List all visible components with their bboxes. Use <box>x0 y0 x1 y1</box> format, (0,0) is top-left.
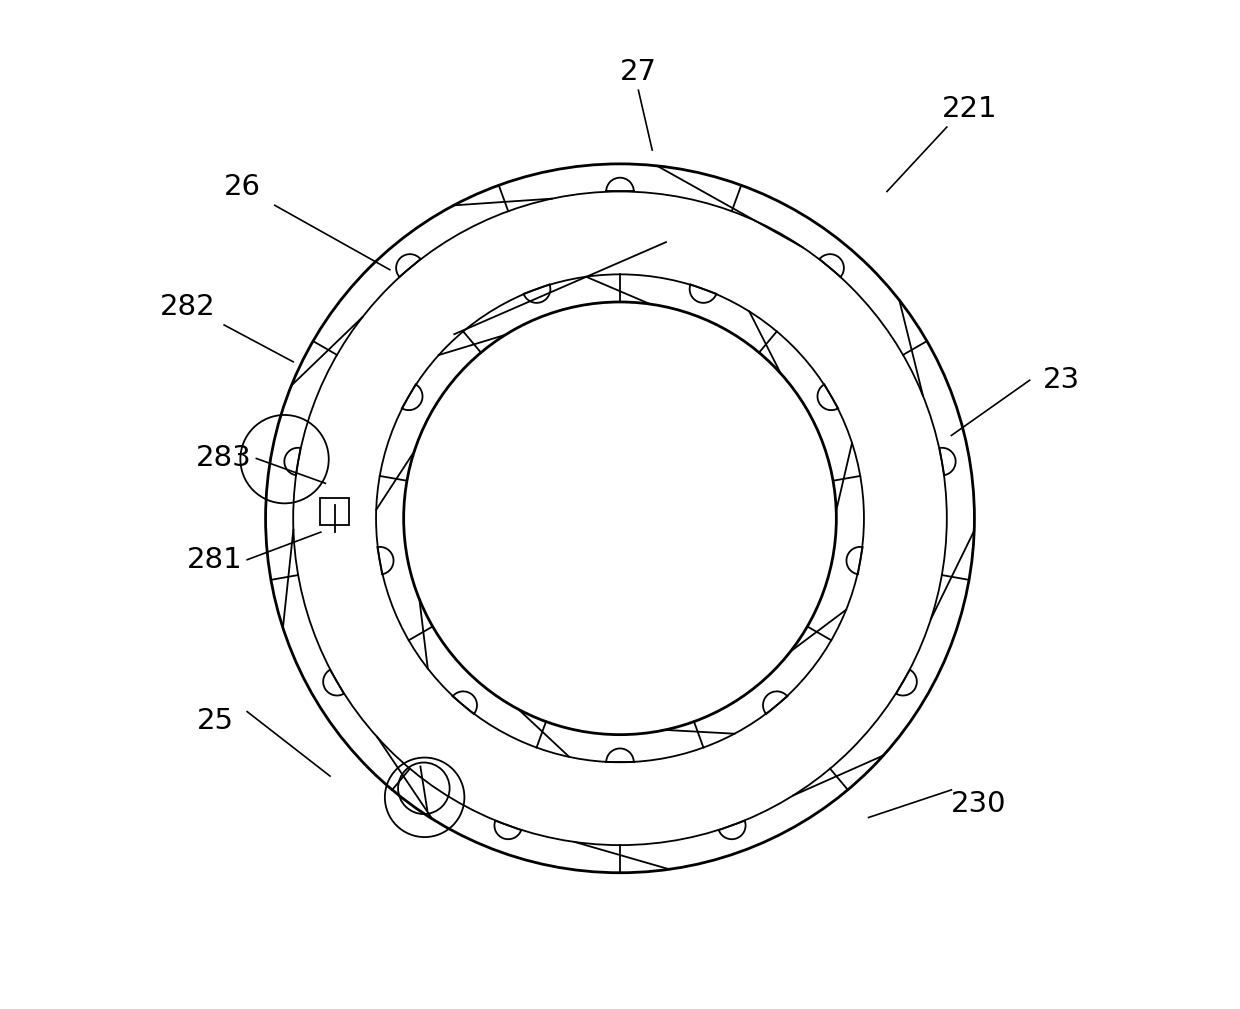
Bar <box>320 497 350 526</box>
Text: 282: 282 <box>160 293 215 321</box>
Text: 25: 25 <box>196 707 233 735</box>
Text: 23: 23 <box>1043 366 1080 395</box>
Text: 221: 221 <box>942 95 998 123</box>
Text: 27: 27 <box>620 58 657 86</box>
Text: 230: 230 <box>951 790 1007 817</box>
Text: 281: 281 <box>187 546 243 574</box>
Text: 283: 283 <box>196 445 252 472</box>
Text: 26: 26 <box>224 173 262 201</box>
